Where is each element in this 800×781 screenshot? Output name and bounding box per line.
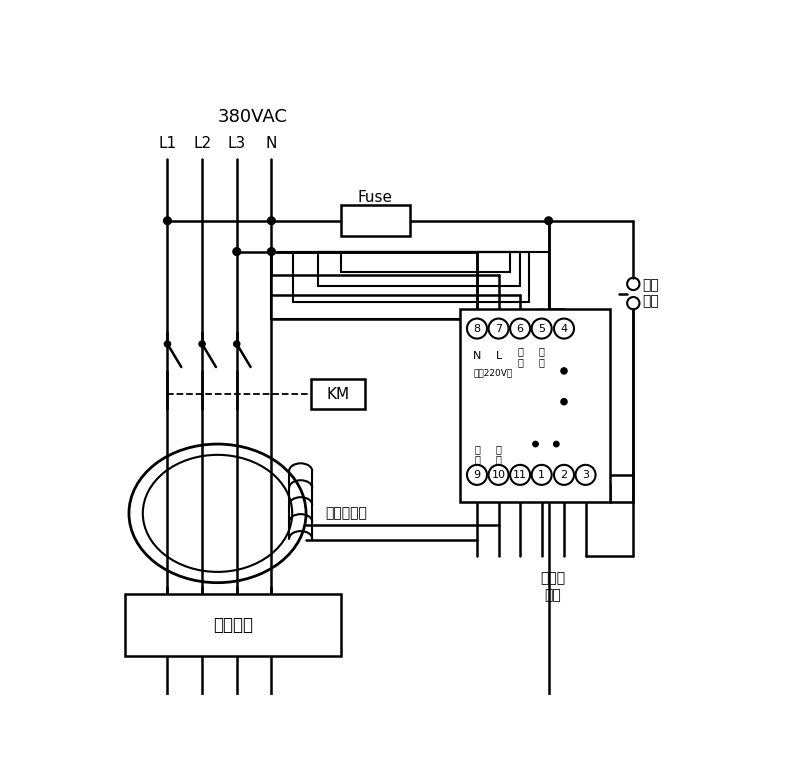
Circle shape — [533, 441, 538, 447]
Circle shape — [163, 217, 171, 225]
Text: 零序互感器: 零序互感器 — [326, 506, 367, 520]
Circle shape — [561, 368, 567, 374]
Bar — [293, 251, 530, 301]
Bar — [125, 594, 341, 656]
Circle shape — [554, 441, 559, 447]
Text: 1: 1 — [538, 470, 545, 480]
Text: 6: 6 — [517, 323, 524, 333]
Text: 2: 2 — [561, 470, 567, 480]
Text: N: N — [266, 136, 277, 152]
Text: 试
验: 试 验 — [517, 347, 523, 367]
Text: L2: L2 — [193, 136, 211, 152]
Text: KM: KM — [327, 387, 350, 401]
Bar — [341, 205, 410, 236]
Bar — [460, 309, 610, 502]
Text: 7: 7 — [495, 323, 502, 333]
Text: 信
号: 信 号 — [496, 444, 502, 465]
Text: 自锁
开关: 自锁 开关 — [642, 279, 659, 308]
Text: L1: L1 — [158, 136, 177, 152]
Text: 接声光
报警: 接声光 报警 — [540, 571, 565, 602]
Circle shape — [267, 248, 275, 255]
Text: N: N — [473, 351, 481, 361]
Text: L: L — [495, 351, 502, 361]
Text: 8: 8 — [474, 323, 481, 333]
Circle shape — [233, 248, 241, 255]
Text: L3: L3 — [228, 136, 246, 152]
Text: 用户设备: 用户设备 — [213, 616, 253, 634]
Circle shape — [545, 217, 553, 225]
Text: 试
验: 试 验 — [538, 347, 545, 367]
Bar — [271, 251, 549, 319]
Bar — [311, 379, 366, 409]
Text: 3: 3 — [582, 470, 589, 480]
Circle shape — [234, 341, 240, 347]
Bar — [341, 251, 510, 273]
Bar — [318, 251, 520, 286]
Circle shape — [561, 398, 567, 405]
Text: 11: 11 — [513, 470, 527, 480]
Text: Fuse: Fuse — [358, 190, 393, 205]
Text: 10: 10 — [491, 470, 506, 480]
Text: 电源220V～: 电源220V～ — [473, 368, 512, 377]
Text: 信
号: 信 号 — [474, 444, 480, 465]
Text: 5: 5 — [538, 323, 545, 333]
Circle shape — [267, 217, 275, 225]
Circle shape — [164, 341, 170, 347]
Text: 380VAC: 380VAC — [218, 108, 287, 126]
Text: 9: 9 — [474, 470, 481, 480]
Circle shape — [199, 341, 205, 347]
Text: 4: 4 — [561, 323, 567, 333]
